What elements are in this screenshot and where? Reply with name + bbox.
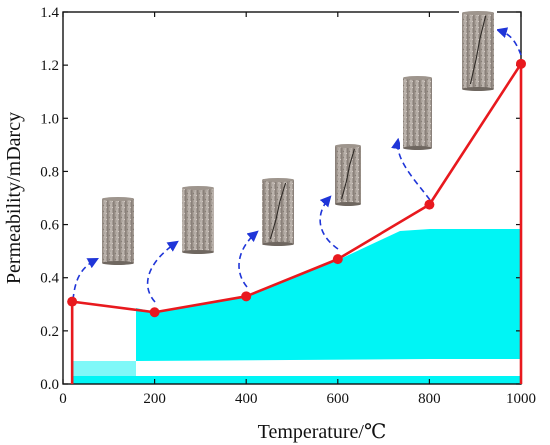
x-tick-label: 200 [143,391,166,407]
dashed-arrow [495,27,522,56]
band-main [136,229,521,361]
y-tick-label: 1.4 [40,5,59,21]
y-tick-label: 0.2 [40,324,59,340]
dashed-arrow [146,240,179,303]
data-point [424,199,435,210]
x-axis-label: Temperature/℃ [258,421,387,443]
y-tick-label: 0.6 [40,218,59,234]
specimen-photos [99,10,497,266]
x-tick-label: 600 [327,391,350,407]
axes-layer: 0.0 0.2 0.4 0.6 0.8 1.0 1.2 1.4 0 200 400 600 800 100… [40,5,536,407]
specimen-photo [259,177,297,247]
specimen-photo [400,75,435,151]
dashed-arrow [238,230,259,288]
series-layer [67,58,526,384]
data-point [332,254,343,265]
data-point [67,296,78,307]
specimen-photo [459,10,497,92]
y-tick-label: 1.0 [40,111,59,127]
data-point [149,307,160,318]
x-tick-label: 1000 [506,391,536,407]
dashed-arrow [319,195,339,250]
y-axis-label: Permeability/mDarcy [3,112,25,284]
specimen-photo [179,185,217,255]
arrows-layer [72,27,522,303]
dashed-arrow [391,137,431,201]
data-point [241,291,252,302]
y-tick-label: 0.8 [40,164,59,180]
specimen-photo [332,143,364,207]
dashed-arrow [72,257,99,301]
specimen-photo [99,196,137,266]
background-bands [73,229,521,384]
y-tick-label: 0.0 [40,377,59,393]
x-tick-label: 0 [59,391,67,407]
x-tick-label: 400 [235,391,258,407]
band-bottom-left-light [73,361,136,376]
data-point [516,58,526,69]
band-bottom-strip-left [73,376,136,384]
y-tick-label: 1.2 [40,58,59,74]
band-bottom-strip [136,376,521,384]
x-tick-label: 800 [418,391,441,407]
y-tick-label: 0.4 [40,271,59,287]
series-line [70,62,523,384]
